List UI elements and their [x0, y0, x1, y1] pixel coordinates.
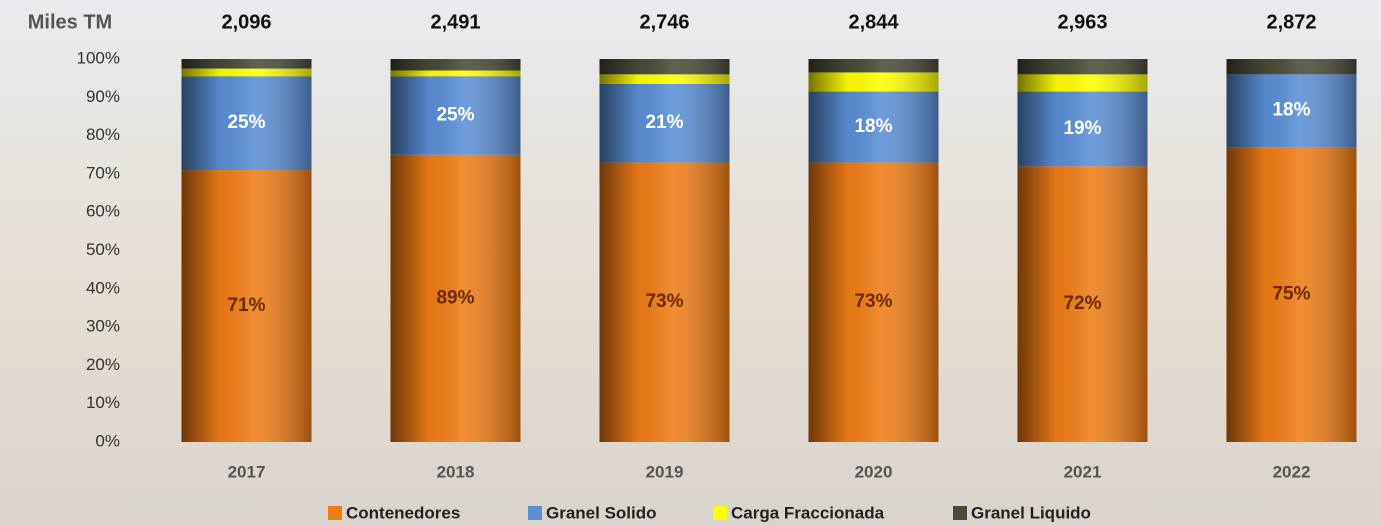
legend-label: Contenedores: [346, 503, 460, 522]
bar-shade: [1017, 59, 1148, 75]
bar-shade: [181, 170, 312, 442]
legend-swatch: [528, 506, 542, 520]
legend-swatch: [953, 506, 967, 520]
total-label: 2,096: [221, 11, 271, 33]
data-label: 73%: [854, 291, 892, 312]
bar-shade: [599, 74, 730, 84]
x-tick-label: 2022: [1273, 462, 1311, 481]
bar-shade: [808, 59, 939, 73]
bar-shade: [1017, 91, 1148, 167]
data-label: 21%: [645, 112, 683, 133]
bar-shade: [1017, 166, 1148, 443]
bar-shade: [1226, 59, 1357, 75]
legend-label: Granel Liquido: [971, 503, 1091, 522]
data-label: 73%: [645, 291, 683, 312]
data-label: 71%: [227, 295, 265, 316]
bar-shade: [181, 76, 312, 171]
data-label: 89%: [436, 287, 474, 308]
bar-shade: [1017, 74, 1148, 92]
bar-shade: [808, 91, 939, 163]
data-label: 75%: [1272, 284, 1310, 305]
total-label: 2,844: [848, 11, 899, 33]
x-tick-label: 2019: [646, 462, 684, 481]
data-label: 18%: [854, 116, 892, 137]
bar-shade: [390, 70, 521, 77]
bar-shade: [181, 68, 312, 77]
unit-label: Miles TM: [28, 11, 112, 33]
legend-swatch: [328, 506, 342, 520]
bar-shade: [181, 59, 312, 69]
data-label: 19%: [1063, 118, 1101, 139]
bar-shade: [599, 83, 730, 163]
total-label: 2,746: [639, 11, 689, 33]
total-label: 2,963: [1057, 11, 1107, 33]
y-tick-label: 10%: [86, 393, 120, 412]
data-label: 72%: [1063, 293, 1101, 314]
y-tick-label: 70%: [86, 163, 120, 182]
total-label: 2,872: [1266, 11, 1316, 33]
x-tick-label: 2018: [437, 462, 475, 481]
bar-shade: [599, 59, 730, 75]
y-tick-label: 60%: [86, 202, 120, 221]
data-label: 18%: [1272, 100, 1310, 121]
bar-shade: [1226, 74, 1357, 148]
x-tick-label: 2017: [228, 462, 266, 481]
legend-swatch: [713, 506, 727, 520]
data-label: 25%: [436, 105, 474, 126]
bar-shade: [599, 162, 730, 442]
y-tick-label: 50%: [86, 240, 120, 259]
y-tick-label: 20%: [86, 355, 120, 374]
x-tick-label: 2020: [855, 462, 893, 481]
bar-shade: [1226, 147, 1357, 442]
bar-shade: [390, 76, 521, 155]
bar-shade: [390, 59, 521, 71]
legend-label: Granel Solido: [546, 503, 657, 522]
bar-shade: [808, 72, 939, 92]
y-tick-label: 0%: [95, 431, 120, 450]
y-tick-label: 90%: [86, 87, 120, 106]
y-tick-label: 40%: [86, 278, 120, 297]
total-label: 2,491: [430, 11, 480, 33]
x-tick-label: 2021: [1064, 462, 1102, 481]
bar-shade: [808, 162, 939, 442]
y-tick-label: 80%: [86, 125, 120, 144]
bar-shade: [390, 154, 521, 442]
legend-label: Carga Fraccionada: [731, 503, 885, 522]
y-tick-label: 30%: [86, 317, 120, 336]
y-tick-label: 100%: [77, 48, 120, 67]
data-label: 25%: [227, 112, 265, 133]
